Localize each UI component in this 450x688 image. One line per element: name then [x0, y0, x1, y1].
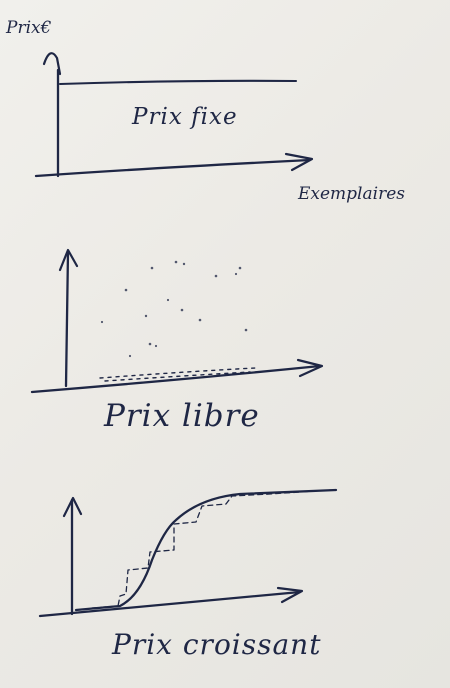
free-price-baseline: [99, 367, 256, 379]
x-axis-arrow-rising: [276, 586, 304, 604]
caption-rising: Prix croissant: [112, 628, 322, 661]
panel-fixed: [34, 52, 314, 178]
x-axis-arrow-fixed: [284, 152, 314, 172]
y-axis-arrow-free: [58, 248, 79, 272]
x-axis-fixed: [34, 158, 312, 178]
y-axis-label-fixed: Prix€: [6, 18, 52, 38]
free-price-scatter: [100, 260, 248, 358]
y-axis-arrow-rising: [62, 496, 83, 518]
rising-price-steps: [91, 489, 331, 609]
fixed-price-line: [58, 79, 298, 86]
free-price-baseline-2: [104, 371, 251, 382]
panel-rising: [38, 488, 338, 618]
x-axis-rising: [38, 590, 302, 618]
caption-free: Prix libre: [104, 398, 260, 434]
x-axis-free: [30, 364, 322, 394]
y-axis-arrow-fixed: [42, 52, 62, 76]
caption-fixed: Prix fixe: [132, 104, 238, 130]
x-axis-label-fixed: Exemplaires: [298, 184, 405, 204]
y-axis-free: [64, 250, 70, 388]
x-axis-arrow-free: [296, 358, 324, 378]
panel-free: [30, 248, 324, 394]
rising-price-curve: [74, 488, 338, 612]
